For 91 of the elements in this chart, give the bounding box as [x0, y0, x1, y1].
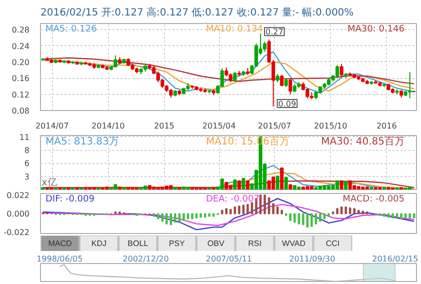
bar [160, 186, 164, 190]
bar [224, 182, 228, 190]
text: MA10: 0.134 [206, 24, 264, 34]
bar [322, 185, 326, 190]
candlestick [306, 88, 310, 99]
bar [326, 186, 331, 190]
y-tick-label: -0.022 [4, 228, 30, 238]
line-series [42, 204, 415, 226]
x-tick-label: 2015 [154, 122, 174, 130]
candlestick [233, 72, 237, 82]
bar [246, 180, 250, 190]
bar [292, 185, 296, 190]
chart-title: 2016/02/15 开:0.127 高:0.127 低:0.127 收:0.127 量:- 幅:0.000% [40, 6, 354, 18]
candlestick [156, 71, 160, 83]
text: MA5: 813.83万 [46, 136, 119, 148]
y-tick-label: 0.24 [12, 42, 30, 51]
x-tick-label: 2016 [376, 122, 397, 130]
bar [306, 186, 310, 190]
candlestick [408, 72, 412, 99]
bar [280, 167, 284, 190]
series-label: MACD: -0.005 [342, 194, 405, 204]
bar [267, 180, 271, 190]
bar [361, 186, 365, 190]
bar [220, 178, 224, 190]
category-label: BOLL [128, 239, 149, 248]
text: MA5: 0.126 [46, 24, 98, 34]
bar [144, 186, 148, 190]
x-tick-label: 2002/12/20 [122, 254, 169, 264]
candlestick [288, 78, 292, 95]
bar [348, 180, 352, 190]
category-label: RSI [248, 239, 262, 248]
bar [365, 186, 369, 190]
bar [118, 186, 122, 190]
y-tick-label: 0.28 [12, 26, 30, 35]
bar [284, 177, 288, 190]
x-tick-label: 2016/02/15 [372, 254, 418, 264]
text: MA30: 0.146 [347, 24, 405, 34]
bar [242, 178, 246, 190]
y-tick-label: 3 [24, 172, 30, 182]
annotation: 0.27 [265, 28, 284, 37]
annotation: 0.09 [278, 99, 296, 108]
x-tick-label: 2015/10 [314, 122, 348, 130]
category-label: MACD [48, 239, 72, 248]
y-tick-label: 11 [19, 132, 30, 142]
line-series [42, 58, 415, 92]
candlestick [114, 54, 118, 68]
bar [152, 186, 156, 190]
y-tick-label: 8 [24, 146, 30, 156]
bar [164, 186, 168, 190]
category-label: WVAD [282, 239, 306, 248]
x-tick-label: 2015/04 [202, 122, 236, 130]
bar [233, 179, 237, 190]
category-label: PSY [168, 239, 186, 248]
y-tick-label: 0.12 [12, 90, 30, 100]
bar [297, 186, 301, 190]
y-tick-label: 0.022 [6, 191, 30, 200]
series-label: DIF: -0.009 [46, 194, 95, 204]
bar [331, 184, 335, 190]
x-tick-label: 2007/05/11 [206, 254, 252, 264]
series-label: DEA: -0.007 [206, 194, 260, 204]
text: MA30: 40.85百万 [321, 136, 405, 148]
y-tick-label: 0.20 [12, 58, 30, 67]
bar [169, 185, 173, 190]
x-tick-label: 2014/10 [92, 122, 125, 130]
category-label: CCI [326, 239, 340, 248]
category-label: OBV [207, 239, 225, 248]
x-tick-label: 2014/07 [35, 122, 69, 130]
y-tick-label: 0.16 [12, 74, 30, 84]
bar [340, 180, 344, 190]
y-axis-title: x亿 [42, 178, 58, 188]
bar [105, 186, 109, 190]
bar [237, 180, 241, 190]
bar [301, 186, 305, 190]
category-label: KDJ [91, 239, 107, 248]
bar [228, 185, 232, 190]
bar [344, 181, 348, 190]
bar [114, 184, 118, 190]
x-tick-label: 2015/07 [258, 122, 292, 130]
line-series [42, 51, 415, 94]
bar [276, 176, 280, 190]
bar [288, 184, 292, 190]
y-tick-label: 0.000 [6, 210, 30, 219]
bar [310, 186, 314, 190]
candlestick [340, 63, 344, 77]
y-tick-label: 0.08 [12, 106, 30, 116]
x-tick-label: 1998/06/05 [36, 254, 83, 264]
candlestick [262, 41, 267, 52]
x-tick-label: 2011/09/30 [289, 254, 336, 264]
bar [148, 185, 152, 190]
bar [356, 186, 360, 190]
y-tick-label: 6 [24, 159, 30, 168]
